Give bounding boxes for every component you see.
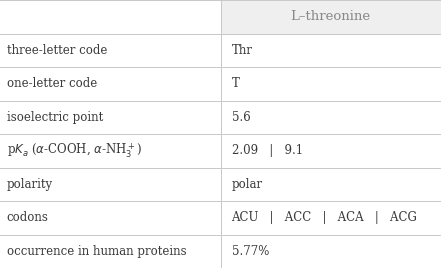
Text: Thr: Thr bbox=[232, 44, 253, 57]
Text: 5.77%: 5.77% bbox=[232, 245, 269, 258]
Text: occurrence in human proteins: occurrence in human proteins bbox=[7, 245, 186, 258]
Text: three-letter code: three-letter code bbox=[7, 44, 107, 57]
Text: polar: polar bbox=[232, 178, 263, 191]
Text: codons: codons bbox=[7, 211, 49, 224]
Text: isoelectric point: isoelectric point bbox=[7, 111, 103, 124]
Text: 2.09   |   9.1: 2.09 | 9.1 bbox=[232, 144, 303, 157]
Text: p$K_a$ ($\alpha$-COOH, $\alpha$-NH$_3^+$): p$K_a$ ($\alpha$-COOH, $\alpha$-NH$_3^+$… bbox=[7, 141, 142, 160]
Text: T: T bbox=[232, 77, 239, 90]
Text: polarity: polarity bbox=[7, 178, 53, 191]
Text: 5.6: 5.6 bbox=[232, 111, 250, 124]
Text: L–threonine: L–threonine bbox=[291, 10, 371, 23]
Text: ACU   |   ACC   |   ACA   |   ACG: ACU | ACC | ACA | ACG bbox=[232, 211, 417, 224]
Bar bbox=[220, 0, 441, 34]
Text: one-letter code: one-letter code bbox=[7, 77, 97, 90]
